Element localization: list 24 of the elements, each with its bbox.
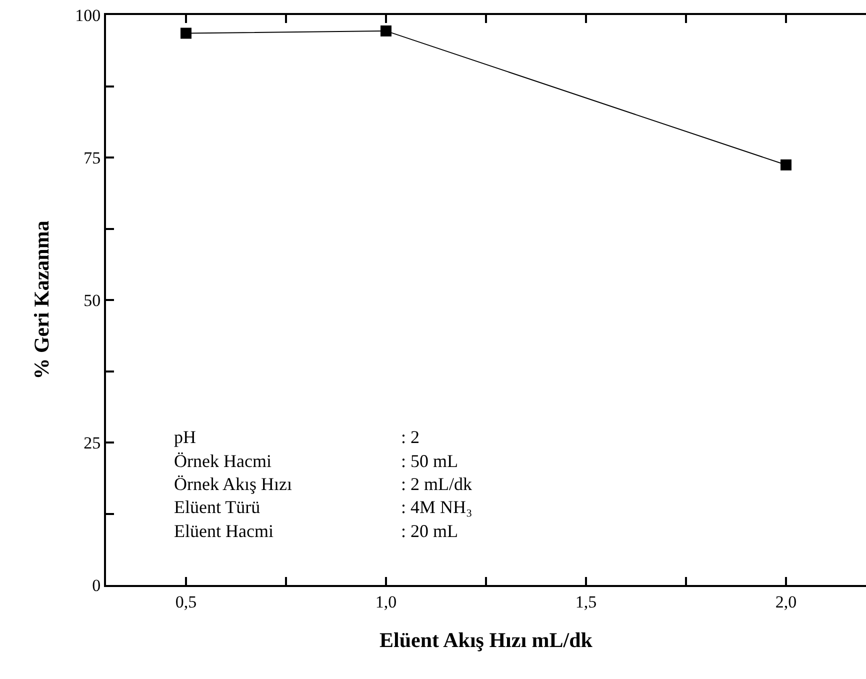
annotation: : 50 mL <box>401 451 458 471</box>
y-tick-label: 0 <box>92 576 101 595</box>
annotation: Örnek Hacmi <box>174 451 272 471</box>
y-tick-label: 50 <box>84 290 101 310</box>
annotation: : 2 mL/dk <box>401 474 472 494</box>
annotation: : 4M NH₃ <box>401 497 472 517</box>
x-tick-label: 0,5 <box>175 592 197 612</box>
y-tick-label: 100 <box>75 6 101 25</box>
point <box>780 159 792 170</box>
annotation: : 2 <box>401 427 420 447</box>
annotation: Örnek Akış Hızı <box>174 474 292 494</box>
point <box>380 25 392 36</box>
point <box>180 28 192 39</box>
annotation: pH <box>174 427 196 447</box>
x-tick-label: 1,5 <box>575 592 597 612</box>
x-tick-label: 2,0 <box>775 592 797 612</box>
y-axis-title: % Geri Kazanma <box>30 220 54 380</box>
y-tick-label: 25 <box>84 433 101 452</box>
annotation: Elüent Hacmi <box>174 521 274 541</box>
x-tick-label: 1,0 <box>375 592 397 612</box>
annotation: : 20 mL <box>401 521 458 541</box>
annotation: Elüent Türü <box>174 497 260 517</box>
x-axis-title: Elüent Akış Hızı mL/dk <box>380 628 593 652</box>
y-tick-label: 75 <box>84 148 101 168</box>
